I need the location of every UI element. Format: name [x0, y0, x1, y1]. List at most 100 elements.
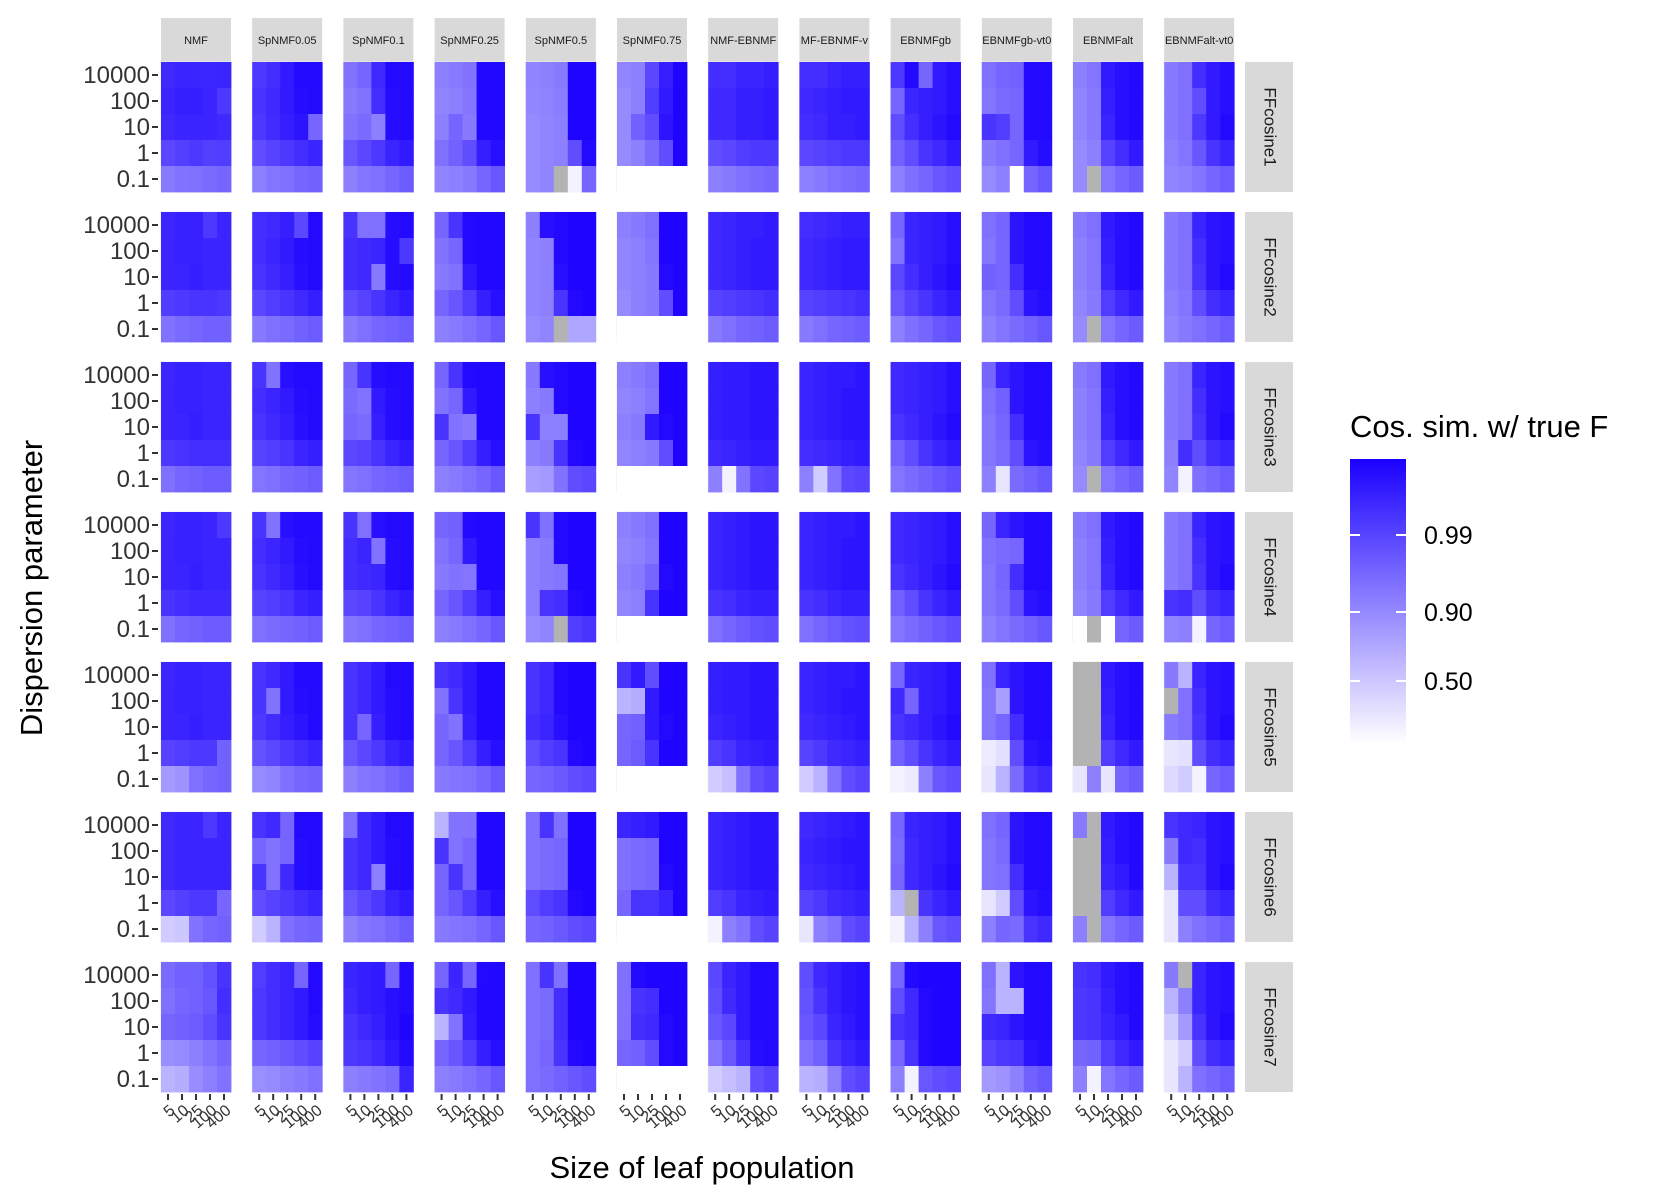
- heatmap-cell: [1101, 316, 1116, 343]
- heatmap-cell: [266, 414, 281, 441]
- heatmap-cell: [1164, 688, 1179, 715]
- heatmap-cell: [490, 166, 505, 193]
- heatmap-cell: [918, 812, 933, 839]
- heatmap-cell: [343, 512, 358, 539]
- heatmap-cell: [645, 714, 660, 741]
- heatmap-cell: [448, 114, 463, 141]
- heatmap-cell: [539, 766, 555, 793]
- heatmap-cell: [946, 740, 961, 767]
- heatmap-cell: [1206, 414, 1221, 441]
- heatmap-cell: [567, 88, 583, 115]
- heatmap-cell: [1087, 688, 1102, 715]
- heatmap-cell: [217, 238, 232, 265]
- heatmap-cell: [617, 1040, 632, 1067]
- heatmap-cell: [490, 766, 505, 793]
- heatmap-cell: [399, 114, 414, 141]
- heatmap-cell: [217, 362, 232, 389]
- heatmap-cell: [631, 466, 646, 493]
- heatmap-cell: [308, 1014, 323, 1041]
- heatmap-cell: [659, 590, 674, 617]
- heatmap-cell: [1037, 916, 1053, 943]
- row-strip-label: FFcosine1: [1261, 87, 1280, 166]
- heatmap-cell: [1115, 916, 1130, 943]
- heatmap-cell: [357, 316, 372, 343]
- heatmap-cell: [841, 838, 856, 865]
- heatmap-cell: [581, 538, 597, 565]
- heatmap-cell: [890, 688, 905, 715]
- heatmap-cell: [659, 890, 674, 917]
- heatmap-cell: [1129, 414, 1144, 441]
- heatmap-cell: [827, 62, 842, 89]
- heatmap-cell: [581, 766, 597, 793]
- heatmap-cell: [932, 1014, 947, 1041]
- heatmap-cell: [252, 512, 267, 539]
- heatmap-cell: [294, 916, 309, 943]
- heatmap-cell: [1115, 662, 1130, 689]
- heatmap-cell: [764, 264, 779, 291]
- heatmap-cell: [764, 1014, 779, 1041]
- row-strip: [1245, 962, 1293, 1092]
- heatmap-cell: [736, 290, 751, 317]
- y-tick-label: 100: [110, 838, 150, 865]
- heatmap-cell: [617, 916, 632, 943]
- heatmap-cell: [1073, 88, 1088, 115]
- heatmap-cell: [1009, 290, 1025, 317]
- heatmap-cell: [645, 316, 660, 343]
- heatmap-cell: [631, 988, 646, 1015]
- heatmap-cell: [659, 114, 674, 141]
- heatmap-cell: [1073, 362, 1088, 389]
- heatmap-cell: [343, 264, 358, 291]
- heatmap-cell: [357, 62, 372, 89]
- heatmap-cell: [1192, 616, 1207, 643]
- heatmap-cell: [995, 916, 1011, 943]
- heatmap-cell: [581, 212, 597, 239]
- heatmap-cell: [813, 264, 828, 291]
- heatmap-cell: [581, 1066, 597, 1093]
- heatmap-cell: [1087, 564, 1102, 591]
- heatmap-cell: [1129, 238, 1144, 265]
- heatmap-cell: [1220, 440, 1235, 467]
- heatmap-cell: [813, 140, 828, 167]
- heatmap-cell: [631, 864, 646, 891]
- y-tick-label: 10000: [83, 812, 150, 839]
- heatmap-cell: [462, 916, 477, 943]
- heatmap-cell: [764, 114, 779, 141]
- heatmap-cell: [1037, 166, 1053, 193]
- heatmap-cell: [357, 916, 372, 943]
- heatmap-cell: [1101, 512, 1116, 539]
- heatmap-cell: [525, 290, 541, 317]
- heatmap-cell: [981, 688, 997, 715]
- heatmap-cell: [567, 838, 583, 865]
- heatmap-cell: [1220, 864, 1235, 891]
- heatmap-cell: [813, 766, 828, 793]
- heatmap-cell: [1129, 440, 1144, 467]
- heatmap-cell: [385, 688, 400, 715]
- heatmap-cell: [904, 140, 919, 167]
- heatmap-cell: [827, 1040, 842, 1067]
- heatmap-cell: [462, 316, 477, 343]
- heatmap-cell: [448, 714, 463, 741]
- heatmap-cell: [827, 140, 842, 167]
- y-tick-label: 0.1: [117, 466, 150, 493]
- heatmap-cell: [904, 212, 919, 239]
- heatmap-cell: [981, 388, 997, 415]
- heatmap-cell: [1087, 62, 1102, 89]
- heatmap-cell: [294, 1014, 309, 1041]
- heatmap-cell: [904, 890, 919, 917]
- heatmap-cell: [567, 1066, 583, 1093]
- heatmap-cell: [476, 166, 491, 193]
- y-tick-label: 0.1: [117, 616, 150, 643]
- heatmap-cell: [918, 740, 933, 767]
- heatmap-cell: [1192, 114, 1207, 141]
- heatmap-cell: [294, 466, 309, 493]
- heatmap-cell: [764, 766, 779, 793]
- heatmap-cell: [217, 740, 232, 767]
- heatmap-cell: [490, 414, 505, 441]
- heatmap-cell: [946, 62, 961, 89]
- heatmap-cell: [434, 414, 449, 441]
- heatmap-cell: [890, 916, 905, 943]
- heatmap-cell: [841, 538, 856, 565]
- heatmap-cell: [371, 538, 386, 565]
- heatmap-cell: [476, 590, 491, 617]
- heatmap-cell: [161, 166, 176, 193]
